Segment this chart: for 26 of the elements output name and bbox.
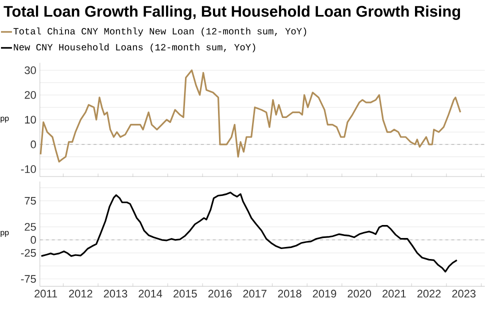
x-tick-label: 2014 (138, 290, 162, 298)
y-tick-label: 0 (30, 236, 36, 244)
y-tick-label: 75 (24, 196, 36, 205)
x-tick-label: 2020 (348, 290, 372, 298)
x-tick-label: 2022 (417, 290, 441, 298)
chart-title: Total Loan Growth Falling, But Household Loan Growth Rising (4, 5, 460, 20)
x-tick-label: 2023 (452, 290, 476, 298)
legend-label: New CNY Household Loans (12-month sum, YoY) (14, 43, 256, 52)
x-tick-label: 2011 (34, 290, 58, 298)
y-tick-label: -75 (21, 275, 36, 283)
x-tick-label: 2019 (312, 290, 336, 298)
y-tick-label: 25 (24, 222, 36, 231)
x-tick-label: 2021 (382, 290, 406, 298)
y-tick-label: -25 (21, 249, 36, 257)
x-tick-label: 2016 (208, 290, 232, 298)
x-tick-label: 2015 (174, 290, 197, 298)
y-tick-label: 0 (30, 140, 36, 148)
y-tick-label: 10 (25, 116, 36, 124)
y-tick-label: -10 (21, 165, 36, 173)
y-tick-label: 30 (24, 66, 36, 74)
legend-label: Total China CNY Monthly New Loan (12-month sum, YoY) (14, 27, 306, 36)
y-tick-label: 20 (24, 91, 36, 99)
x-tick-label: 2018 (278, 290, 302, 298)
x-tick-label: 2012 (69, 290, 92, 298)
x-tick-label: 2013 (104, 290, 128, 298)
x-tick-label: 2017 (243, 290, 266, 298)
